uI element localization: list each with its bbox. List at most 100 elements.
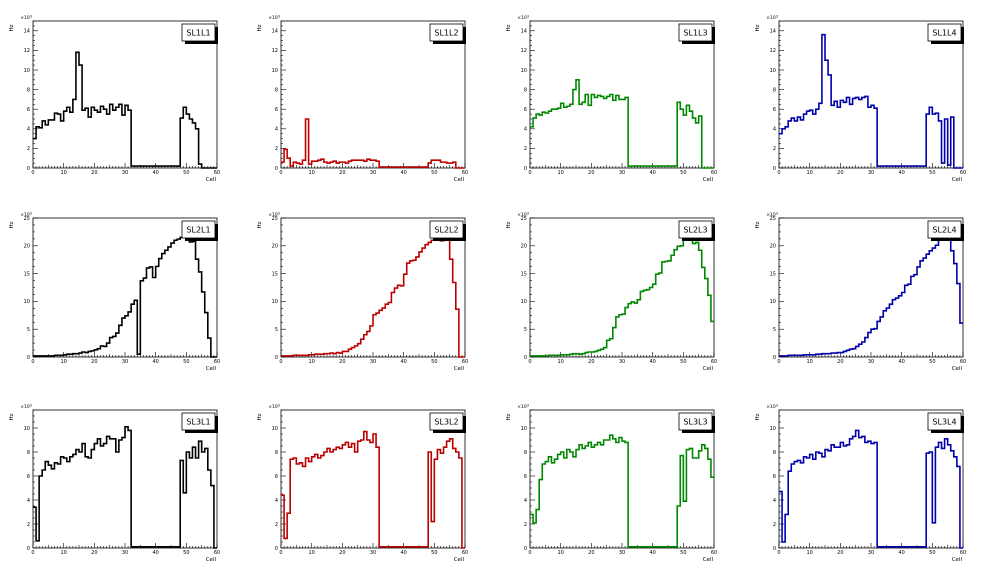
hist-sl2l1-y-tick-label: 20 (24, 244, 30, 250)
hist-sl2l1-x-tick-label: 30 (122, 359, 128, 365)
hist-sl2l3-y-tick-label: 15 (521, 271, 527, 277)
hist-sl3l3-y-tick-label: 10 (521, 426, 527, 432)
hist-sl2l3-x-tick-label: 60 (711, 359, 717, 365)
hist-sl3l2-x-axis-title: Cell (454, 557, 465, 563)
hist-sl1l1-x-tick-label: 30 (122, 170, 128, 176)
hist-sl2l1-y-tick-label: 10 (24, 299, 30, 305)
hist-sl3l3-x-tick-label: 0 (528, 550, 531, 556)
hist-sl1l4-x-tick-label: 60 (960, 170, 966, 176)
hist-sl1l1-y-tick-label: 4 (27, 127, 30, 133)
hist-sl1l2-x-tick-label: 20 (339, 170, 345, 176)
hist-sl2l2-y-axis-title: Hz (257, 221, 263, 228)
hist-sl1l2-y-tick-label: 6 (275, 107, 278, 113)
hist-sl3l3-y-exponent: ×103 (517, 404, 529, 411)
hist-sl3l2-x-tick-label: 50 (431, 550, 437, 556)
hist-sl2l4-x-tick-label: 0 (777, 359, 780, 365)
hist-sl1l2-title: SL1L2 (434, 29, 458, 38)
hist-sl3l2-y-tick-label: 4 (275, 498, 278, 504)
hist-sl2l4-y-tick-label: 25 (770, 216, 776, 222)
hist-sl1l3-y-exponent-power: 3 (527, 15, 529, 19)
hist-sl2l2-x-tick-label: 20 (339, 359, 345, 365)
hist-sl1l2-y-tick-label: 0 (275, 166, 278, 172)
hist-sl2l1-y-axis-title: Hz (9, 221, 15, 228)
hist-sl3l4-title-box (927, 412, 962, 431)
hist-sl3l3-x-tick-label: 30 (619, 550, 625, 556)
hist-sl1l2-y-exponent: ×103 (268, 15, 280, 22)
hist-sl2l3-x-tick-label: 10 (557, 359, 563, 365)
hist-sl2l4-x-tick-label: 50 (929, 359, 935, 365)
hist-sl3l4-x-tick-label: 20 (837, 550, 843, 556)
hist-sl1l1-x-tick-label: 0 (31, 170, 34, 176)
hist-sl2l4-x-axis-title: Cell (952, 366, 963, 372)
hist-sl3l1-x-tick-label: 50 (183, 550, 189, 556)
hist-sl1l1-y-tick-label: 2 (27, 146, 30, 152)
hist-sl3l3-y-exponent-power: 3 (527, 404, 529, 408)
hist-sl1l4-y-exponent: ×103 (766, 15, 778, 22)
hist-sl1l2-x-tick-label: 10 (308, 170, 314, 176)
hist-sl2l1-x-axis-title: Cell (206, 366, 217, 372)
hist-sl1l3-x-tick-label: 30 (619, 170, 625, 176)
hist-sl3l3-title-box (678, 412, 713, 431)
hist-sl2l4-y-tick-label: 20 (770, 244, 776, 250)
hist-sl3l1-y-tick-label: 10 (24, 426, 30, 432)
hist-sl2l2-x-tick-label: 0 (279, 359, 282, 365)
hist-sl3l3-title: SL3L3 (683, 418, 707, 427)
hist-sl3l3-x-tick-label: 50 (680, 550, 686, 556)
hist-sl3l4-x-tick-label: 60 (960, 550, 966, 556)
hist-sl3l4-x-axis-title: Cell (952, 557, 963, 563)
hist-sl3l4-y-exponent-power: 3 (776, 404, 778, 408)
hist-sl3l2-x-tick-label: 0 (279, 550, 282, 556)
hist-sl1l4-x-tick-label: 10 (806, 170, 812, 176)
hist-sl1l2-x-tick-label: 60 (462, 170, 468, 176)
hist-sl3l4-y-tick-label: 8 (773, 450, 776, 456)
hist-sl1l2-y-tick-label: 12 (272, 48, 278, 54)
hist-sl1l3-title: SL1L3 (683, 29, 707, 38)
hist-sl1l3-x-tick-label: 10 (557, 170, 563, 176)
hist-sl3l3-y-tick-label: 0 (524, 546, 527, 552)
hist-sl2l2-x-tick-label: 50 (431, 359, 437, 365)
hist-sl3l4-y-tick-label: 6 (773, 474, 776, 480)
hist-sl1l4-y-tick-label: 8 (773, 87, 776, 93)
hist-sl1l1-title-box (181, 23, 216, 42)
hist-sl2l4-title: SL2L4 (932, 226, 956, 235)
hist-sl2l1-y-tick-label: 0 (27, 355, 30, 361)
hist-sl2l4-x-tick-label: 60 (960, 359, 966, 365)
hist-sl3l2-y-axis-title: Hz (257, 413, 263, 420)
hist-sl1l1-series-line (33, 51, 217, 169)
hist-sl3l1-x-tick-label: 60 (214, 550, 220, 556)
hist-sl2l1-x-tick-label: 40 (152, 359, 158, 365)
hist-sl1l4-title-box (927, 23, 962, 42)
hist-sl2l1-x-tick-label: 50 (183, 359, 189, 365)
hist-sl2l1-x-tick-label: 60 (214, 359, 220, 365)
hist-sl3l4-series-line (779, 429, 963, 549)
hist-sl3l3-y-tick-label: 2 (524, 522, 527, 528)
hist-sl1l3-y-exponent: ×103 (517, 15, 529, 22)
hist-sl3l1-y-tick-label: 4 (27, 498, 30, 504)
hist-sl3l4-x-tick-label: 40 (898, 550, 904, 556)
hist-sl1l1-y-tick-label: 14 (24, 29, 30, 35)
hist-sl1l2-series-line (281, 118, 465, 169)
hist-sl1l4-x-tick-label: 40 (898, 170, 904, 176)
hist-sl3l1-x-tick-label: 10 (60, 550, 66, 556)
hist-sl1l2-title-box (429, 23, 464, 42)
hist-sl1l3-y-tick-label: 2 (524, 146, 527, 152)
hist-sl1l3-y-tick-label: 10 (521, 68, 527, 74)
hist-sl2l3-x-tick-label: 30 (619, 359, 625, 365)
hist-sl2l2-x-tick-label: 40 (400, 359, 406, 365)
hist-sl2l3-y-tick-label: 20 (521, 244, 527, 250)
hist-sl3l1-y-tick-label: 6 (27, 474, 30, 480)
hist-sl2l2-title-box (429, 220, 464, 239)
hist-sl1l4-x-tick-label: 0 (777, 170, 780, 176)
hist-sl3l3-x-axis-title: Cell (703, 557, 714, 563)
hist-sl1l2-y-tick-label: 14 (272, 29, 278, 35)
hist-sl3l1-y-exponent-power: 3 (30, 404, 32, 408)
hist-sl1l4-series-line (779, 33, 963, 169)
hist-sl1l3-y-tick-label: 12 (521, 48, 527, 54)
hist-sl3l4-y-tick-label: 2 (773, 522, 776, 528)
hist-sl3l1-x-tick-label: 20 (91, 550, 97, 556)
hist-sl1l1-x-tick-label: 40 (152, 170, 158, 176)
hist-sl2l4-x-tick-label: 20 (837, 359, 843, 365)
hist-sl1l2-y-exponent-power: 3 (278, 15, 280, 19)
hist-sl2l2-y-tick-label: 5 (275, 327, 278, 333)
hist-sl3l2-title: SL3L2 (434, 418, 458, 427)
